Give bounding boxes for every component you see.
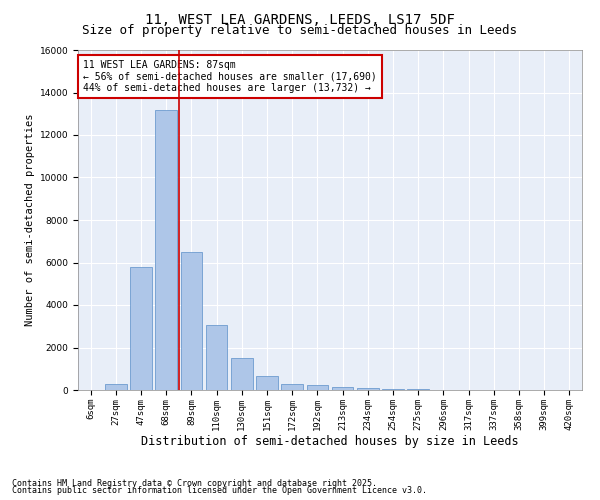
Text: Size of property relative to semi-detached houses in Leeds: Size of property relative to semi-detach… [83,24,517,37]
Bar [105,384,127,390]
Text: 11 WEST LEA GARDENS: 87sqm
← 56% of semi-detached houses are smaller (17,690)
44: 11 WEST LEA GARDENS: 87sqm ← 56% of semi… [83,60,377,94]
X-axis label: Distribution of semi-detached houses by size in Leeds: Distribution of semi-detached houses by … [141,436,519,448]
Text: Contains public sector information licensed under the Open Government Licence v3: Contains public sector information licen… [12,486,427,495]
Bar [382,389,404,390]
Text: Contains HM Land Registry data © Crown copyright and database right 2025.: Contains HM Land Registry data © Crown c… [12,478,377,488]
Bar [231,358,253,390]
Bar [281,384,303,390]
Bar [206,325,227,390]
Bar [307,384,328,390]
Bar [155,110,177,390]
Bar [130,267,152,390]
Bar [256,376,278,390]
Text: 11, WEST LEA GARDENS, LEEDS, LS17 5DF: 11, WEST LEA GARDENS, LEEDS, LS17 5DF [145,12,455,26]
Bar [357,388,379,390]
Bar [181,252,202,390]
Bar [332,387,353,390]
Y-axis label: Number of semi-detached properties: Number of semi-detached properties [25,114,35,326]
